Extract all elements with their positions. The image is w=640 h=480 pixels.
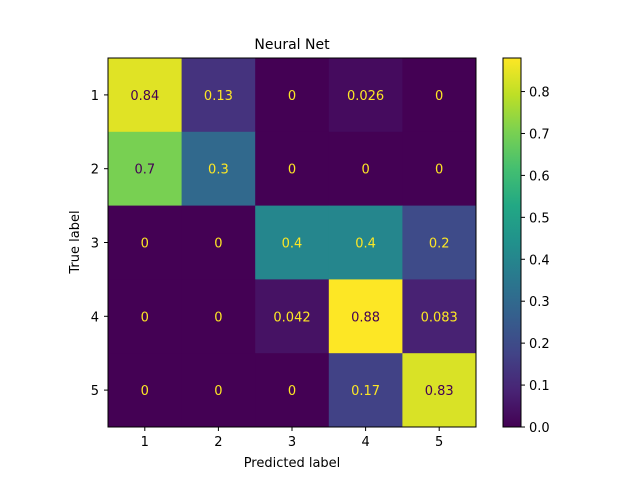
matrix-cell — [328, 131, 403, 207]
cell-value-label: 0.7 — [134, 163, 155, 178]
cell-value-label: 0 — [214, 310, 222, 325]
x-tick-label: 3 — [288, 435, 296, 450]
matrix-cell — [108, 205, 183, 280]
cell-value-label: 0.83 — [425, 384, 454, 399]
cell-value-label: 0 — [141, 384, 149, 399]
x-axis-ticks: 1 2 3 4 5 — [141, 427, 443, 450]
x-axis-label: Predicted label — [244, 456, 341, 471]
colorbar-ticks: 0.0 0.1 0.2 0.3 0.4 0.5 0.6 0.7 0.8 — [521, 86, 550, 436]
cell-value-label: 0.042 — [273, 310, 310, 325]
cell-value-label: 0.083 — [421, 310, 458, 325]
matrix-cell — [402, 205, 477, 280]
cell-value-label: 0 — [288, 89, 296, 104]
colorbar-tick-label: 0.8 — [529, 86, 550, 101]
cell-value-label: 0 — [288, 163, 296, 178]
cell-value-label: 0.17 — [351, 384, 380, 399]
colorbar-tick-label: 0.4 — [529, 253, 550, 268]
cell-value-label: 0 — [214, 237, 222, 252]
matrix-cell — [402, 58, 477, 133]
matrix-cell — [181, 58, 256, 133]
matrix-cell — [181, 353, 256, 428]
colorbar-tick-label: 0.3 — [529, 295, 550, 310]
matrix-cell — [255, 58, 330, 133]
matrix-cell — [402, 353, 477, 428]
cell-value-label: 0 — [435, 163, 443, 178]
cell-value-label: 0 — [435, 89, 443, 104]
cell-value-label: 0.026 — [347, 89, 384, 104]
matrix-cell — [255, 353, 330, 428]
cell-value-label: 0.3 — [208, 163, 229, 178]
colorbar-tick-label: 0.6 — [529, 169, 550, 184]
cell-value-label: 0.88 — [351, 310, 380, 325]
matrix-cell — [402, 131, 477, 207]
colorbar-tick-label: 0.5 — [529, 211, 550, 226]
colorbar-tick-label: 0.7 — [529, 127, 550, 142]
colorbar-tick-label: 0.1 — [529, 379, 550, 394]
cell-value-label: 0 — [361, 163, 369, 178]
matrix-cell — [108, 279, 183, 354]
matrix-cell — [108, 131, 183, 207]
cell-value-label: 0 — [141, 310, 149, 325]
cell-value-label: 0.2 — [429, 237, 450, 252]
y-axis-ticks: 1 2 3 4 5 — [91, 89, 108, 399]
cell-value-label: 0.4 — [282, 237, 303, 252]
matrix-cell — [181, 205, 256, 280]
cell-value-label: 0 — [214, 384, 222, 399]
matrix-cell — [328, 279, 403, 354]
cell-value-label: 0.84 — [130, 89, 159, 104]
matrix-cell — [181, 279, 256, 354]
colorbar-tick-label: 0.0 — [529, 421, 550, 436]
matrix-cell — [255, 279, 330, 354]
colorbar-tick-label: 0.2 — [529, 337, 550, 352]
cell-value-label: 0.13 — [204, 89, 233, 104]
x-tick-label: 2 — [214, 435, 222, 450]
matrix-cell — [328, 58, 403, 133]
y-tick-label: 2 — [91, 163, 99, 178]
matrix-cell — [255, 131, 330, 207]
x-tick-label: 1 — [141, 435, 149, 450]
matrix-cell — [328, 205, 403, 280]
colorbar — [502, 57, 522, 428]
matrix-cell — [108, 353, 183, 428]
matrix-cell — [328, 353, 403, 428]
y-tick-label: 1 — [91, 89, 99, 104]
matrix-cells: 0.84 0.13 0 0.026 0 0.7 0.3 0 0 0 0 0 0.4 0.4 0.2 0 0 0.0… — [108, 58, 477, 428]
x-tick-label: 5 — [435, 435, 443, 450]
matrix-cell — [255, 205, 330, 280]
chart-title: Neural Net — [254, 37, 330, 53]
cell-value-label: 0 — [141, 237, 149, 252]
matrix-cell — [181, 131, 256, 207]
cell-value-label: 0.4 — [355, 237, 376, 252]
x-tick-label: 4 — [361, 435, 369, 450]
y-tick-label: 4 — [91, 310, 99, 325]
matrix-cell — [402, 279, 477, 354]
cell-value-label: 0 — [288, 384, 296, 399]
y-tick-label: 3 — [91, 237, 99, 252]
y-tick-label: 5 — [91, 384, 99, 399]
matrix-cell — [108, 58, 183, 133]
y-axis-label: True label — [68, 210, 83, 274]
